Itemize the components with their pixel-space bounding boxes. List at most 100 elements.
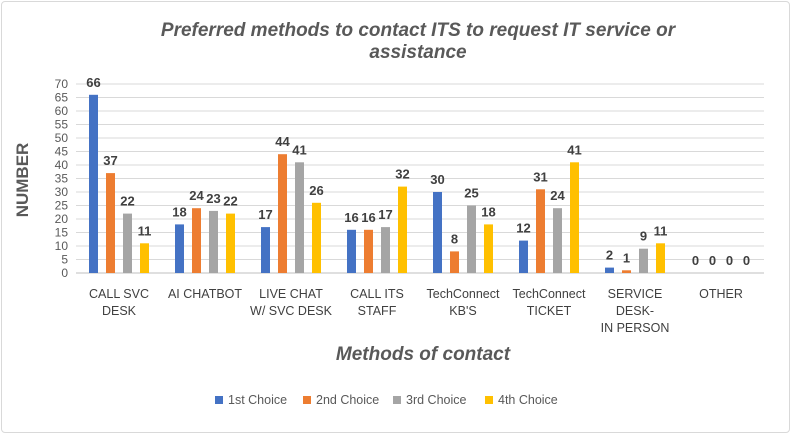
y-tick-label: 35	[55, 172, 69, 186]
bar-1-6	[519, 240, 528, 273]
data-label: 18	[172, 204, 186, 219]
data-label: 1	[623, 250, 630, 265]
y-tick-label: 50	[55, 131, 69, 145]
x-tick-label: STAFF	[358, 304, 397, 318]
x-tick-label: IN PERSON	[601, 321, 670, 335]
legend-label: 3rd Choice	[406, 393, 466, 407]
chart-title: assistance	[369, 42, 467, 63]
bar-2-6	[536, 189, 545, 273]
y-tick-label: 55	[55, 118, 69, 132]
y-tick-label: 40	[55, 158, 69, 172]
data-label: 66	[86, 75, 100, 90]
data-label: 11	[654, 223, 668, 238]
bar-4-6	[570, 162, 579, 273]
legend-label: 1st Choice	[228, 393, 287, 407]
bar-3-3	[295, 162, 304, 273]
bar-3-5	[467, 205, 476, 273]
data-label: 22	[223, 194, 237, 209]
y-tick-label: 70	[55, 77, 69, 91]
data-label: 0	[709, 253, 716, 268]
bar-1-3	[261, 227, 270, 273]
bar-2-5	[450, 251, 459, 273]
x-tick-label: OTHER	[699, 287, 743, 301]
bar-2-2	[192, 208, 201, 273]
bar-2-1	[106, 173, 115, 273]
data-label: 16	[344, 210, 358, 225]
y-tick-label: 10	[55, 239, 69, 253]
bar-3-4	[381, 227, 390, 273]
bar-1-1	[89, 94, 98, 273]
y-tick-label: 5	[61, 253, 68, 267]
y-axis-label: NUMBER	[13, 143, 32, 218]
x-tick-label: KB'S	[449, 304, 476, 318]
data-label: 41	[292, 142, 306, 157]
legend-swatch-4	[485, 396, 493, 404]
data-label: 24	[550, 188, 565, 203]
data-label: 22	[120, 194, 134, 209]
bar-3-1	[123, 213, 132, 273]
bar-1-5	[433, 192, 442, 273]
data-label: 37	[103, 153, 117, 168]
bar-4-4	[398, 186, 407, 273]
data-label: 9	[640, 229, 647, 244]
data-label: 0	[692, 253, 699, 268]
x-axis-label: Methods of contact	[336, 344, 511, 365]
bar-2-4	[364, 229, 373, 273]
x-tick-label: TICKET	[527, 304, 572, 318]
y-tick-label: 15	[55, 226, 69, 240]
x-tick-label: DESK	[102, 304, 137, 318]
y-tick-label: 30	[55, 185, 69, 199]
x-tick-label: LIVE CHAT	[259, 287, 323, 301]
bar-4-7	[656, 243, 665, 273]
data-label: 30	[430, 172, 444, 187]
legend-swatch-3	[393, 396, 401, 404]
legend-label: 4th Choice	[498, 393, 558, 407]
legend-swatch-2	[303, 396, 311, 404]
data-label: 24	[189, 188, 204, 203]
bar-1-4	[347, 229, 356, 273]
legend-swatch-1	[215, 396, 223, 404]
y-tick-label: 20	[55, 212, 69, 226]
data-label: 2	[606, 248, 613, 263]
data-label: 11	[138, 223, 152, 238]
data-label: 16	[361, 210, 375, 225]
y-tick-label: 25	[55, 199, 69, 213]
data-label: 23	[206, 191, 220, 206]
x-tick-label: W/ SVC DESK	[250, 304, 333, 318]
y-tick-label: 45	[55, 145, 69, 159]
x-tick-label: TechConnect	[513, 287, 586, 301]
bar-3-7	[639, 248, 648, 273]
x-tick-label: TechConnect	[427, 287, 500, 301]
bar-4-2	[226, 213, 235, 273]
bar-4-5	[484, 224, 493, 273]
data-label: 31	[533, 169, 547, 184]
x-tick-label: AI CHATBOT	[168, 287, 242, 301]
bar-1-2	[175, 224, 184, 273]
data-label: 44	[275, 134, 290, 149]
data-label: 0	[743, 253, 750, 268]
data-label: 41	[567, 142, 581, 157]
data-label: 18	[481, 204, 495, 219]
x-tick-label: CALL SVC	[89, 287, 149, 301]
bar-4-3	[312, 202, 321, 273]
data-label: 25	[464, 186, 478, 201]
bar-3-2	[209, 210, 218, 273]
legend-label: 2nd Choice	[316, 393, 379, 407]
data-label: 32	[395, 167, 409, 182]
x-tick-label: CALL ITS	[350, 287, 404, 301]
y-tick-label: 60	[55, 104, 69, 118]
data-label: 26	[309, 183, 323, 198]
data-label: 8	[451, 231, 458, 246]
bar-3-6	[553, 208, 562, 273]
chart-title: Preferred methods to contact ITS to requ…	[161, 20, 677, 41]
data-label: 12	[516, 221, 530, 236]
data-label: 17	[378, 207, 392, 222]
y-tick-label: 0	[61, 266, 68, 280]
bar-2-3	[278, 154, 287, 273]
x-tick-label: SERVICE	[608, 287, 663, 301]
bar-4-1	[140, 243, 149, 273]
y-tick-label: 65	[55, 91, 69, 105]
